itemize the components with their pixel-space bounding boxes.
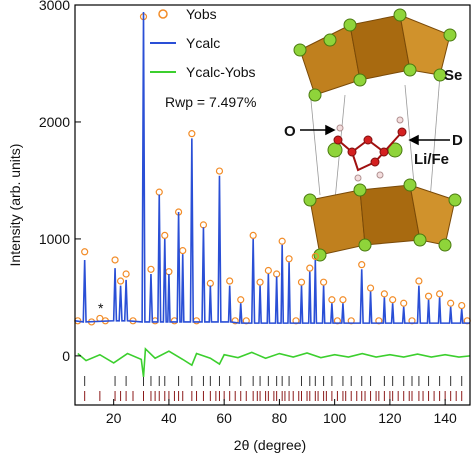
data-point bbox=[311, 252, 319, 261]
data-point bbox=[424, 292, 433, 300]
data-point bbox=[161, 231, 169, 240]
data-point bbox=[81, 248, 89, 256]
y-axis-title: Intensity (arb. units) bbox=[7, 144, 23, 267]
data-point bbox=[415, 277, 423, 285]
data-point bbox=[264, 266, 272, 275]
data-point bbox=[297, 278, 306, 286]
structure-label: D bbox=[452, 132, 463, 149]
data-point bbox=[199, 221, 208, 229]
data-point bbox=[249, 231, 257, 240]
data-point bbox=[192, 317, 201, 325]
data-point bbox=[226, 277, 234, 285]
data-point bbox=[165, 268, 173, 276]
data-point bbox=[155, 188, 163, 196]
data-point bbox=[328, 296, 336, 304]
data-point bbox=[389, 296, 397, 304]
legend-label: Ycalc bbox=[186, 35, 220, 51]
data-point bbox=[237, 296, 245, 304]
data-point bbox=[285, 255, 293, 263]
impurity-marker: * bbox=[98, 300, 104, 316]
annotation: Rwp = 7.497% bbox=[165, 94, 256, 110]
data-point bbox=[366, 284, 375, 292]
y-tick-label: 2000 bbox=[39, 114, 70, 130]
x-axis-title: 2θ (degree) bbox=[234, 437, 306, 453]
x-tick-label: 20 bbox=[106, 410, 122, 426]
data-point bbox=[458, 301, 466, 310]
data-point bbox=[188, 130, 196, 138]
legend-marker bbox=[158, 9, 168, 19]
crystal-structure: Se D O Li/Fe bbox=[284, 8, 463, 262]
legend-label: Ycalc-Yobs bbox=[186, 64, 256, 80]
data-point bbox=[436, 290, 444, 298]
data-point bbox=[147, 265, 155, 273]
x-tick-label: 80 bbox=[272, 410, 288, 426]
data-point bbox=[380, 290, 388, 298]
structure-label: O bbox=[284, 123, 296, 140]
data-point bbox=[339, 296, 347, 304]
x-tick-label: 120 bbox=[378, 410, 402, 426]
data-point bbox=[111, 256, 119, 264]
plot-frame bbox=[74, 4, 471, 406]
data-point bbox=[358, 261, 366, 269]
x-tick-label: 100 bbox=[323, 410, 347, 426]
data-point bbox=[278, 237, 286, 245]
data-point bbox=[179, 247, 187, 255]
x-tick-label: 40 bbox=[161, 410, 177, 426]
data-line bbox=[77, 347, 471, 378]
legend-label: Yobs bbox=[186, 6, 217, 22]
data-point bbox=[122, 270, 130, 278]
data-line bbox=[74, 12, 470, 325]
y-tick-label: 0 bbox=[62, 348, 70, 364]
data-point bbox=[447, 299, 455, 307]
data-point bbox=[256, 278, 264, 286]
data-point bbox=[273, 270, 281, 278]
data-point bbox=[231, 317, 239, 325]
data-point bbox=[306, 264, 314, 272]
structure-label: Se bbox=[444, 67, 462, 84]
structure-label: Li/Fe bbox=[414, 151, 449, 168]
data-point bbox=[206, 279, 214, 287]
data-point bbox=[215, 167, 224, 175]
data-point bbox=[320, 278, 328, 286]
y-tick-label: 3000 bbox=[39, 0, 70, 13]
data-point bbox=[400, 299, 408, 307]
y-tick-label: 1000 bbox=[39, 231, 70, 247]
x-tick-label: 60 bbox=[216, 410, 232, 426]
data-point bbox=[116, 277, 125, 285]
x-tick-label: 140 bbox=[433, 410, 457, 426]
